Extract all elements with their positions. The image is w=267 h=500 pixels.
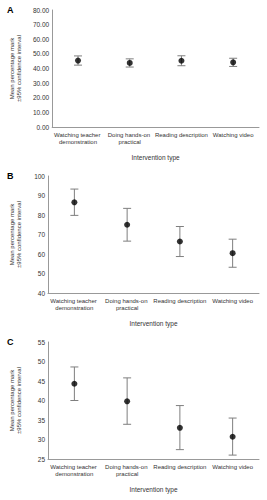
svg-text:demonstration: demonstration <box>59 139 97 145</box>
svg-text:10.00: 10.00 <box>33 109 50 116</box>
svg-text:60: 60 <box>38 251 46 258</box>
svg-text:Watching teacher: Watching teacher <box>50 464 98 470</box>
svg-text:90: 90 <box>38 192 46 199</box>
svg-text:Reading description: Reading description <box>153 464 206 470</box>
svg-text:Reading description: Reading description <box>153 298 206 304</box>
svg-text:B: B <box>7 171 14 181</box>
svg-text:80: 80 <box>38 212 46 219</box>
svg-text:Doing hands-on: Doing hands-on <box>105 298 149 304</box>
svg-text:50.00: 50.00 <box>33 50 50 57</box>
svg-text:practical: practical <box>116 471 138 477</box>
svg-text:55: 55 <box>38 339 46 346</box>
svg-text:0.00: 0.00 <box>37 124 50 131</box>
svg-text:C: C <box>7 337 14 347</box>
svg-text:40.00: 40.00 <box>33 65 50 72</box>
svg-text:demonstration: demonstration <box>55 471 93 477</box>
svg-text:40: 40 <box>38 397 46 404</box>
svg-text:100: 100 <box>34 173 45 180</box>
svg-text:Doing hands-on: Doing hands-on <box>108 132 152 138</box>
svg-text:20.00: 20.00 <box>33 94 50 101</box>
svg-text:practical: practical <box>119 139 141 145</box>
svg-text:practical: practical <box>116 305 138 311</box>
svg-text:Doing hands-on: Doing hands-on <box>105 464 149 470</box>
svg-text:35: 35 <box>38 417 46 424</box>
svg-text:demonstration: demonstration <box>55 305 93 311</box>
svg-text:Watching video: Watching video <box>213 132 254 138</box>
svg-text:40: 40 <box>38 290 46 297</box>
svg-text:30.00: 30.00 <box>33 80 50 87</box>
svg-text:Mean percentage mark: Mean percentage mark <box>9 37 15 100</box>
svg-text:Watching video: Watching video <box>212 464 253 470</box>
svg-text:50: 50 <box>38 358 46 365</box>
svg-text:±95% confidence interval: ±95% confidence interval <box>16 367 22 434</box>
svg-text:Reading description: Reading description <box>155 132 208 138</box>
svg-text:50: 50 <box>38 270 46 277</box>
svg-text:25: 25 <box>38 456 46 463</box>
svg-text:70.00: 70.00 <box>33 21 50 28</box>
svg-text:70: 70 <box>38 231 46 238</box>
svg-text:80.00: 80.00 <box>33 7 50 14</box>
svg-text:Mean percentage mark: Mean percentage mark <box>9 203 15 266</box>
svg-text:Intervention type: Intervention type <box>132 154 180 162</box>
svg-text:45: 45 <box>38 378 46 385</box>
svg-text:Mean percentage mark: Mean percentage mark <box>9 369 15 432</box>
svg-text:±95% confidence interval: ±95% confidence interval <box>16 35 22 102</box>
svg-text:±95% confidence interval: ±95% confidence interval <box>16 201 22 268</box>
svg-text:A: A <box>7 5 14 15</box>
svg-text:Intervention type: Intervention type <box>129 320 177 328</box>
svg-text:Watching video: Watching video <box>212 298 253 304</box>
svg-text:Watching teacher: Watching teacher <box>50 298 98 304</box>
svg-text:30: 30 <box>38 436 46 443</box>
svg-text:60.00: 60.00 <box>33 36 50 43</box>
svg-text:Intervention type: Intervention type <box>129 486 177 494</box>
svg-text:Watching teacher: Watching teacher <box>54 132 102 138</box>
